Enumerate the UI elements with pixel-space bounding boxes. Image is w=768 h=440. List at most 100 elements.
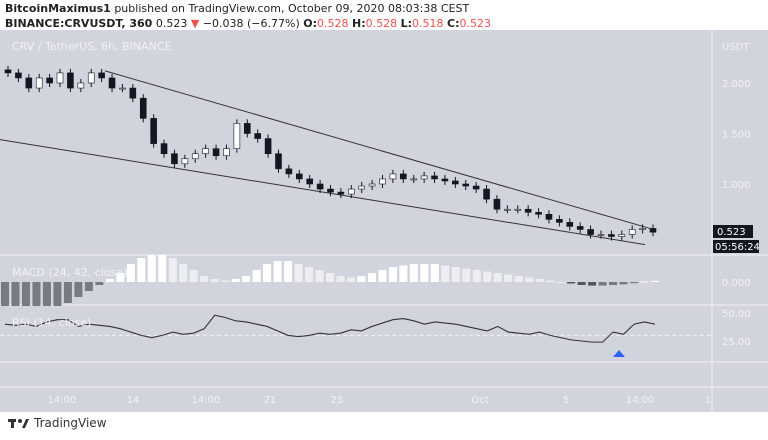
candle-down bbox=[285, 168, 293, 175]
macd-bar bbox=[462, 268, 471, 282]
down-arrow-icon: ▼ bbox=[190, 17, 200, 30]
macd-bar bbox=[399, 265, 408, 282]
macd-bar bbox=[305, 267, 314, 282]
brand-name: TradingView bbox=[34, 416, 107, 430]
candle-down bbox=[171, 153, 178, 165]
candle-down bbox=[493, 198, 501, 210]
macd-bar bbox=[493, 273, 502, 282]
candle-down bbox=[587, 229, 594, 235]
candle-up bbox=[191, 153, 199, 160]
last-price-label: 0.523 bbox=[717, 227, 746, 238]
macd-bar bbox=[525, 277, 534, 282]
candle-down bbox=[15, 72, 22, 79]
candle-down bbox=[212, 148, 220, 157]
tradingview-logo-icon bbox=[8, 419, 29, 428]
candle-up bbox=[348, 188, 355, 195]
candle-up bbox=[639, 228, 646, 230]
macd-bar bbox=[420, 264, 429, 282]
macd-bar bbox=[200, 276, 209, 282]
macd-bar bbox=[168, 258, 177, 282]
candle-up bbox=[628, 229, 636, 235]
candle-up bbox=[504, 208, 511, 211]
macd-bar bbox=[546, 280, 555, 282]
candle-down bbox=[275, 153, 282, 170]
time-tick: Oct bbox=[471, 395, 488, 406]
macd-bar bbox=[1, 282, 9, 306]
macd-bar bbox=[577, 282, 586, 285]
candle-down bbox=[295, 173, 303, 180]
macd-bar bbox=[640, 281, 649, 283]
macd-bar bbox=[284, 261, 293, 282]
candle-down bbox=[441, 178, 449, 182]
candle-down bbox=[306, 178, 313, 185]
macd-bar bbox=[179, 264, 188, 282]
chart-title: CRV / TetherUS, 6h, BINANCE bbox=[12, 40, 172, 53]
time-tick: 14:00 bbox=[48, 395, 77, 406]
macd-bar bbox=[263, 264, 272, 282]
time-tick: 14:00 bbox=[192, 395, 221, 406]
symbol-line: BINANCE:CRVUSDT, 360 0.523 ▼ −0.038 (−6.… bbox=[5, 17, 491, 30]
macd-bar bbox=[126, 264, 135, 282]
candle-up bbox=[368, 183, 376, 187]
macd-bar bbox=[11, 282, 20, 306]
candle-up bbox=[87, 72, 95, 84]
macd-bar bbox=[430, 264, 439, 282]
author[interactable]: BitcoinMaximus1 bbox=[5, 2, 111, 15]
time-tick: 14:00 bbox=[626, 395, 655, 406]
candle-down bbox=[576, 226, 584, 230]
macd-bar bbox=[504, 274, 513, 282]
macd-zero-label: 0.000 bbox=[722, 278, 751, 289]
macd-bar bbox=[32, 282, 41, 306]
candle-down bbox=[337, 191, 345, 195]
price-chart[interactable]: CRV / TetherUS, 6h, BINANCE USDT 2.000 1.… bbox=[0, 30, 768, 412]
macd-bar bbox=[252, 270, 261, 282]
candle-down bbox=[608, 234, 615, 237]
macd-bar bbox=[105, 279, 114, 282]
candle-down bbox=[264, 138, 272, 155]
candle-down bbox=[67, 72, 74, 89]
symbol: BINANCE:CRVUSDT, 360 bbox=[5, 17, 153, 30]
candle-up bbox=[35, 77, 43, 89]
macd-bar bbox=[242, 276, 251, 282]
macd-bar bbox=[42, 282, 51, 306]
tradingview-logo[interactable]: TradingView bbox=[8, 416, 107, 430]
macd-bar bbox=[21, 282, 30, 306]
macd-bar bbox=[231, 279, 240, 282]
candle-down bbox=[545, 214, 553, 220]
rsi-line bbox=[4, 314, 656, 343]
publish-line: BitcoinMaximus1 published on TradingView… bbox=[5, 2, 469, 15]
macd-bar bbox=[567, 282, 576, 284]
low-label: L: bbox=[400, 17, 413, 30]
candle-up bbox=[181, 158, 189, 165]
candle-down bbox=[316, 183, 324, 190]
candle-down bbox=[556, 219, 563, 223]
close-value: 0.523 bbox=[459, 17, 492, 30]
macd-bar bbox=[535, 279, 544, 282]
candle-down bbox=[452, 180, 459, 185]
candle-down bbox=[431, 175, 438, 180]
candle-down bbox=[327, 188, 334, 193]
low-value: 0.518 bbox=[412, 17, 444, 30]
macd-bar bbox=[357, 276, 366, 282]
candle-down bbox=[535, 211, 542, 215]
macd-bar bbox=[273, 261, 282, 282]
candle-down bbox=[98, 72, 105, 79]
candle-down bbox=[472, 185, 480, 190]
macd-bar bbox=[326, 273, 334, 282]
rsi-label: RSI (14, close) bbox=[12, 316, 91, 329]
macd-bar bbox=[588, 282, 597, 286]
macd-bar bbox=[483, 271, 492, 282]
chart-background bbox=[0, 30, 768, 412]
time-tick: 5 bbox=[563, 395, 569, 406]
macd-bar bbox=[74, 282, 83, 297]
upper-trendline bbox=[104, 70, 651, 229]
candle-down bbox=[25, 77, 33, 89]
time-tick: 25 bbox=[331, 395, 344, 406]
candle-up bbox=[56, 72, 64, 84]
macd-bar bbox=[63, 282, 72, 303]
candle-up bbox=[233, 123, 241, 149]
candle-up bbox=[389, 173, 397, 180]
candle-up bbox=[410, 178, 418, 181]
candle-down bbox=[129, 87, 137, 99]
price-tick: 1.500 bbox=[722, 130, 751, 141]
